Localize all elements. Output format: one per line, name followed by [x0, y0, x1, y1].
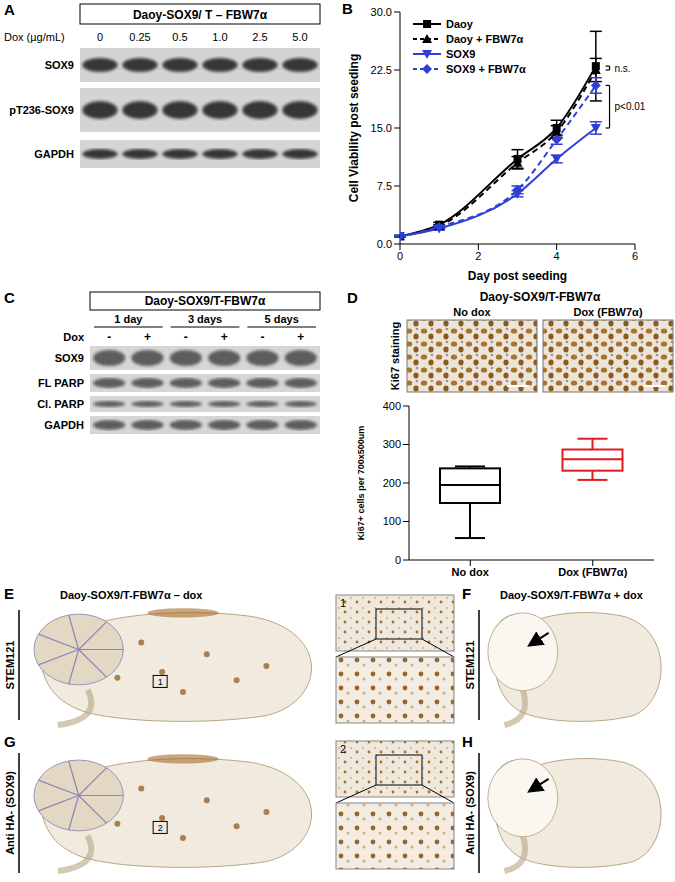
html-text:SOX9 + FBW7α: SOX9 + FBW7α	[446, 62, 526, 75]
svg-text:SOX9: SOX9	[55, 352, 84, 364]
svg-text:0.5: 0.5	[172, 31, 187, 43]
svg-text:1: 1	[340, 597, 346, 609]
svg-text:D: D	[347, 289, 358, 306]
svg-text:n.s.: n.s.	[615, 63, 631, 74]
svg-text:3 days: 3 days	[188, 313, 222, 325]
svg-text:Anti HA- (SOX9): Anti HA- (SOX9)	[464, 771, 476, 855]
svg-text:30.0: 30.0	[371, 6, 392, 18]
svg-text:Daoy-SOX9/T-FBW7α – dox: Daoy-SOX9/T-FBW7α – dox	[60, 589, 203, 601]
svg-text:0: 0	[97, 31, 103, 43]
svg-text:5.0: 5.0	[292, 31, 307, 43]
svg-text:0: 0	[395, 554, 401, 566]
svg-text:Dox: Dox	[63, 331, 85, 343]
svg-text:FL PARP: FL PARP	[38, 377, 84, 389]
svg-text:p<0.01: p<0.01	[615, 101, 646, 112]
svg-text:H: H	[462, 733, 473, 750]
svg-text:GAPDH: GAPDH	[44, 419, 84, 431]
svg-text:0: 0	[397, 250, 403, 262]
svg-text:2: 2	[340, 743, 346, 755]
svg-text:GAPDH: GAPDH	[34, 148, 74, 160]
svg-text:No dox: No dox	[452, 566, 490, 578]
html-text:SOX9: SOX9	[446, 47, 476, 60]
svg-text:STEM121: STEM121	[4, 641, 16, 690]
svg-text:2.5: 2.5	[252, 31, 267, 43]
svg-text:400: 400	[383, 400, 401, 412]
svg-text:Anti HA- (SOX9): Anti HA- (SOX9)	[4, 771, 16, 855]
svg-text:E: E	[4, 585, 14, 602]
svg-text:G: G	[4, 733, 16, 750]
svg-text:1.0: 1.0	[212, 31, 227, 43]
svg-text:pT236-SOX9: pT236-SOX9	[9, 104, 74, 116]
svg-text:2: 2	[475, 250, 481, 262]
svg-text:Daoy-SOX9/T-FBW7α: Daoy-SOX9/T-FBW7α	[480, 290, 601, 304]
svg-text:15.0: 15.0	[371, 122, 392, 134]
svg-text:Day post seeding: Day post seeding	[468, 269, 567, 283]
svg-text:Ki67 staining: Ki67 staining	[389, 322, 401, 390]
svg-text:+: +	[144, 330, 151, 344]
svg-text:22.5: 22.5	[371, 64, 392, 76]
svg-text:4: 4	[554, 250, 560, 262]
svg-text:F: F	[462, 585, 471, 602]
svg-text:Daoy-SOX9/T-FBW7α + dox: Daoy-SOX9/T-FBW7α + dox	[500, 589, 644, 601]
svg-text:-: -	[107, 330, 111, 344]
svg-text:7.5: 7.5	[377, 180, 392, 192]
svg-text:Dox (FBW7α): Dox (FBW7α)	[558, 566, 627, 578]
svg-text:+: +	[297, 330, 304, 344]
svg-text:300: 300	[383, 438, 401, 450]
svg-text:-: -	[261, 330, 265, 344]
html-text:Daoy: Daoy	[446, 17, 473, 30]
svg-text:A: A	[4, 1, 15, 18]
svg-text:Cl. PARP: Cl. PARP	[37, 398, 84, 410]
svg-text:0.25: 0.25	[129, 31, 150, 43]
svg-text:Ki67+ cells per 700x500um: Ki67+ cells per 700x500um	[356, 426, 366, 540]
svg-text:6: 6	[632, 250, 638, 262]
svg-text:1 day: 1 day	[114, 313, 143, 325]
svg-text:2: 2	[158, 823, 163, 833]
svg-text:+: +	[221, 330, 228, 344]
svg-text:-: -	[184, 330, 188, 344]
svg-text:200: 200	[383, 477, 401, 489]
svg-text:5 days: 5 days	[265, 313, 299, 325]
html-text:B: B	[342, 0, 353, 17]
svg-text:Cell Viability post seeding: Cell Viability post seeding	[347, 54, 361, 202]
svg-text:0.0: 0.0	[377, 238, 392, 250]
svg-text:No dox: No dox	[453, 306, 491, 318]
svg-text:C: C	[4, 289, 15, 306]
svg-text:SOX9: SOX9	[45, 59, 74, 71]
svg-text:Dox (µg/mL): Dox (µg/mL)	[4, 31, 65, 43]
svg-text:STEM121: STEM121	[464, 641, 476, 690]
svg-text:Daoy-SOX9/ T – FBW7α: Daoy-SOX9/ T – FBW7α	[133, 8, 268, 22]
svg-text:Daoy-SOX9/T-FBW7α: Daoy-SOX9/T-FBW7α	[145, 294, 266, 308]
svg-text:100: 100	[383, 515, 401, 527]
html-text:Daoy + FBW7α: Daoy + FBW7α	[446, 32, 524, 45]
svg-text:1: 1	[158, 677, 163, 687]
svg-text:Dox (FBW7α): Dox (FBW7α)	[573, 306, 642, 318]
